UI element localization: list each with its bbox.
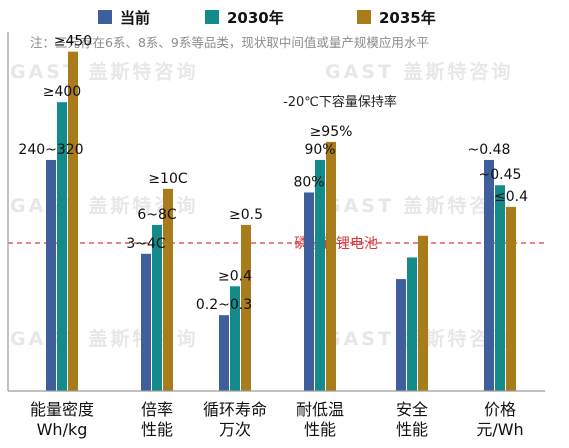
watermark-text: GAST 盖斯特咨询	[10, 194, 199, 217]
data-label: 90%	[304, 142, 335, 158]
x-tick-label: 万次	[219, 420, 251, 439]
legend: 当前 2030年 2035年	[98, 9, 436, 27]
watermark-layer: GAST 盖斯特咨询 GAST 盖斯特咨询 GAST 盖斯特咨询 GAST 盖斯特咨询…	[10, 60, 514, 350]
bar	[418, 235, 428, 391]
data-label: ≤0.4	[494, 189, 528, 205]
bar	[396, 279, 406, 391]
x-tick-label: 元/Wh	[476, 420, 523, 439]
bars-layer	[46, 51, 516, 391]
data-label: ~0.45	[479, 167, 522, 183]
bar	[141, 253, 151, 391]
legend-label: 2035年	[379, 9, 436, 27]
data-label: ≥0.5	[229, 207, 263, 223]
bar	[241, 224, 251, 391]
legend-swatch	[98, 10, 112, 24]
data-label: 80%	[293, 174, 324, 190]
bar	[163, 188, 173, 391]
annotation-text: -20℃下容量保持率	[283, 94, 397, 110]
x-tick-label: 安全	[396, 400, 428, 419]
bar	[315, 159, 325, 391]
bar	[407, 257, 417, 391]
data-label: ≥0.4	[218, 268, 252, 284]
bar	[304, 192, 314, 391]
data-labels-layer: 240~320 ≥400 ≥450 3~4C 6~8C ≥10C 0.2~0.3 ≥0.4 ≥0…	[18, 34, 528, 314]
watermark-text: GAST 盖斯特咨询	[10, 60, 199, 83]
watermark-text: GAST 盖斯特咨询	[325, 194, 514, 217]
bar	[46, 159, 56, 391]
data-label: 0.2~0.3	[196, 297, 252, 313]
legend-swatch	[205, 10, 219, 24]
x-tick-label: 性能	[396, 420, 428, 439]
x-tick-label: 性能	[141, 420, 173, 439]
data-label: ~0.48	[468, 142, 511, 158]
bar	[57, 102, 67, 391]
watermark-text: GAST 盖斯特咨询	[325, 327, 514, 350]
x-tick-label: 耐低温	[296, 400, 344, 419]
data-label: ≥450	[54, 34, 92, 50]
bar	[495, 185, 505, 391]
bar	[68, 51, 78, 391]
bar	[484, 159, 494, 391]
bar	[230, 286, 240, 391]
data-label: 3~4C	[126, 236, 166, 252]
legend-swatch	[357, 10, 371, 24]
legend-label: 2030年	[227, 9, 284, 27]
data-label: ≥10C	[148, 171, 188, 187]
data-label: 240~320	[18, 142, 83, 158]
data-label: ≥95%	[310, 124, 353, 140]
bar	[506, 206, 516, 391]
x-tick-label: 循环寿命	[203, 400, 267, 419]
x-tick-label: 倍率	[141, 400, 173, 419]
data-label: ≥400	[43, 84, 81, 100]
x-tick-label: 性能	[304, 420, 336, 439]
bar	[152, 224, 162, 391]
footnote-text: 注：三元存在6系、8系、9系等品类，现状取中间值或量产规模应用水平	[30, 35, 429, 50]
x-tick-label: 价格	[484, 400, 516, 419]
watermark-text: GAST 盖斯特咨询	[325, 60, 514, 83]
data-label: 6~8C	[137, 207, 177, 223]
bar	[326, 141, 336, 391]
x-tick-label: 能量密度	[30, 400, 94, 419]
legend-label: 当前	[120, 9, 150, 27]
bar	[219, 315, 229, 391]
x-tick-label: Wh/kg	[37, 420, 88, 439]
